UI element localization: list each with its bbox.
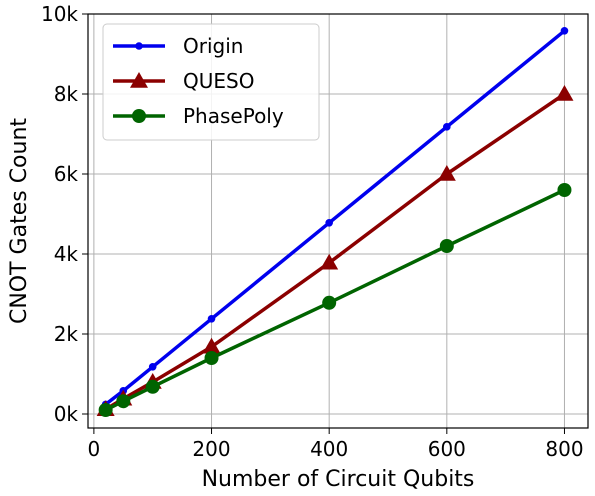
series-layer: [96, 27, 574, 417]
data-point-phasepoly: [116, 394, 131, 409]
legend-box: [102, 23, 320, 141]
y-tick-label: 10k: [41, 2, 78, 26]
legend-label-phasepoly: PhasePoly: [183, 104, 284, 128]
legend-marker-phasepoly: [132, 109, 146, 123]
y-tick-label: 0k: [54, 402, 79, 426]
legend-item-phasepoly: PhasePoly: [113, 104, 284, 128]
data-point-origin: [207, 315, 216, 323]
plot-frame: [87, 13, 589, 429]
data-point-origin: [148, 363, 157, 371]
data-point-phasepoly: [204, 351, 219, 365]
x-tick-label: 800: [545, 437, 583, 461]
x-axis-label: Number of Circuit Qubits: [202, 467, 475, 492]
y-tick-label: 8k: [54, 82, 79, 106]
data-point-origin: [560, 27, 569, 35]
y-tick-label: 2k: [54, 322, 79, 346]
data-point-phasepoly: [145, 379, 160, 394]
x-tick-label: 0: [88, 437, 101, 461]
data-point-queso: [320, 253, 339, 270]
data-point-phasepoly: [439, 239, 454, 253]
axis-ticks: 0 200 400 600 800 0k 2k 4k 6k 8k 10k: [41, 2, 584, 461]
data-point-phasepoly: [557, 183, 572, 197]
data-point-queso: [437, 165, 456, 181]
legend-marker-queso: [130, 72, 148, 88]
y-tick-label: 4k: [54, 242, 79, 266]
x-tick-label: 400: [310, 437, 348, 461]
legend-label-origin: Origin: [183, 34, 243, 58]
data-point-queso: [202, 337, 221, 354]
data-point-queso: [555, 85, 574, 101]
data-point-origin: [325, 219, 333, 227]
legend-label-queso: QUESO: [183, 69, 254, 93]
y-tick-label: 6k: [54, 162, 79, 186]
series-line-queso: [104, 92, 566, 411]
x-tick-label: 600: [428, 437, 466, 461]
y-axis-label: CNOT Gates Count: [7, 118, 32, 324]
legend: Origin QUESO PhasePoly: [102, 23, 320, 141]
legend-marker-origin: [135, 42, 143, 50]
data-point-phasepoly: [322, 295, 337, 310]
data-point-phasepoly: [98, 403, 113, 417]
series-phasepoly: [98, 183, 572, 417]
legend-item-origin: Origin: [113, 34, 243, 58]
legend-item-queso: QUESO: [113, 69, 254, 93]
x-tick-label: 200: [192, 437, 230, 461]
data-point-origin: [443, 123, 451, 131]
